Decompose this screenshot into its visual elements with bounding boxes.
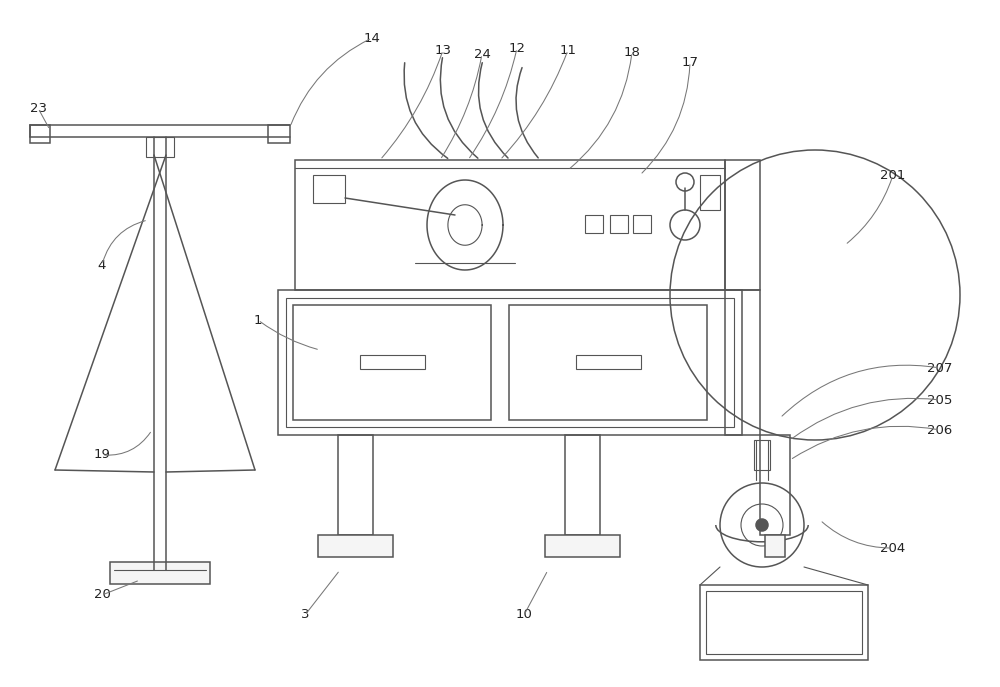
Text: 3: 3 [301,609,309,622]
Text: 204: 204 [880,541,906,554]
Text: 1: 1 [254,313,262,326]
Bar [706,591,862,654]
Bar [146,137,174,157]
Bar [725,290,760,435]
Bar [278,290,742,435]
Text: 17: 17 [682,56,698,69]
Bar [286,298,734,427]
Text: 11: 11 [560,43,576,56]
Text: 12: 12 [509,41,526,54]
Text: 19: 19 [94,449,110,462]
Bar [293,305,491,420]
Text: 10: 10 [516,609,532,622]
Bar [576,355,641,369]
Bar [509,305,707,420]
Bar [585,215,603,233]
Text: 14: 14 [364,32,380,45]
Bar [318,535,393,557]
Text: 20: 20 [94,589,110,602]
Text: 207: 207 [927,361,953,374]
Bar [295,160,725,290]
Text: 206: 206 [927,423,953,436]
Text: 201: 201 [880,168,906,181]
Bar [700,585,868,660]
Bar [110,562,210,584]
Text: 13: 13 [435,43,452,56]
Bar [545,535,620,557]
Text: 23: 23 [30,102,47,115]
Text: 18: 18 [624,45,640,58]
Bar [754,440,770,470]
Bar [30,125,50,143]
Bar [700,175,720,210]
Bar [633,215,651,233]
Circle shape [756,519,768,531]
Bar [268,125,290,143]
Text: 24: 24 [474,47,490,60]
Bar [360,355,425,369]
Bar [313,175,345,203]
Bar [565,435,600,535]
Bar [610,215,628,233]
Bar [338,435,373,535]
Bar [765,535,785,557]
Bar [760,435,790,535]
Text: 205: 205 [927,394,953,407]
Text: 4: 4 [98,258,106,271]
Bar [725,160,760,290]
